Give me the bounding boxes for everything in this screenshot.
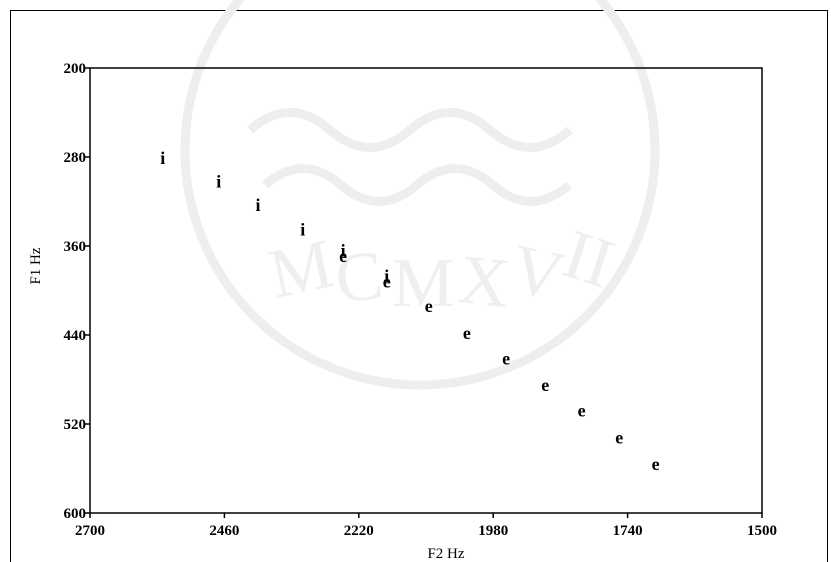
y-axis-ticks: 200 280 360 440 520 600 [64, 61, 90, 522]
data-point-i: i [384, 266, 389, 286]
data-point-i: i [341, 240, 346, 260]
y-tick-label: 440 [64, 328, 87, 344]
svg-text:M: M [392, 245, 454, 322]
data-point-e: e [502, 348, 510, 368]
svg-text:C: C [332, 237, 386, 318]
x-tick-label: 1740 [613, 523, 643, 539]
y-tick-label: 200 [64, 61, 87, 77]
y-tick-label: 280 [64, 150, 87, 166]
data-point-e: e [425, 296, 433, 316]
data-point-e: e [541, 375, 549, 395]
x-tick-label: 1980 [478, 523, 508, 539]
data-point-i: i [216, 171, 221, 191]
y-tick-label: 520 [64, 417, 87, 433]
data-point-e: e [339, 246, 347, 266]
data-point-e: e [463, 323, 471, 343]
x-axis-label: F2 Hz [427, 546, 464, 562]
x-tick-label: 2220 [344, 523, 374, 539]
x-tick-label: 2700 [75, 523, 105, 539]
data-point-e: e [383, 272, 391, 292]
x-tick-label: 2460 [209, 523, 239, 539]
plot-area [89, 67, 763, 514]
data-point-i: i [255, 195, 260, 215]
data-point-e: e [615, 427, 623, 447]
svg-text:X: X [455, 241, 513, 323]
y-tick-label: 600 [64, 506, 87, 522]
x-axis-ticks: 2700 2460 2220 1980 1740 1500 [75, 513, 777, 539]
y-tick-label: 360 [64, 239, 87, 255]
data-point-i: i [160, 148, 165, 168]
data-point-i: i [300, 219, 305, 239]
data-point-e: e [652, 454, 660, 474]
data-point-e: e [578, 401, 586, 421]
x-tick-label: 1500 [747, 523, 777, 539]
y-axis-label: F1 Hz [28, 247, 44, 284]
figure-frame [10, 10, 828, 562]
